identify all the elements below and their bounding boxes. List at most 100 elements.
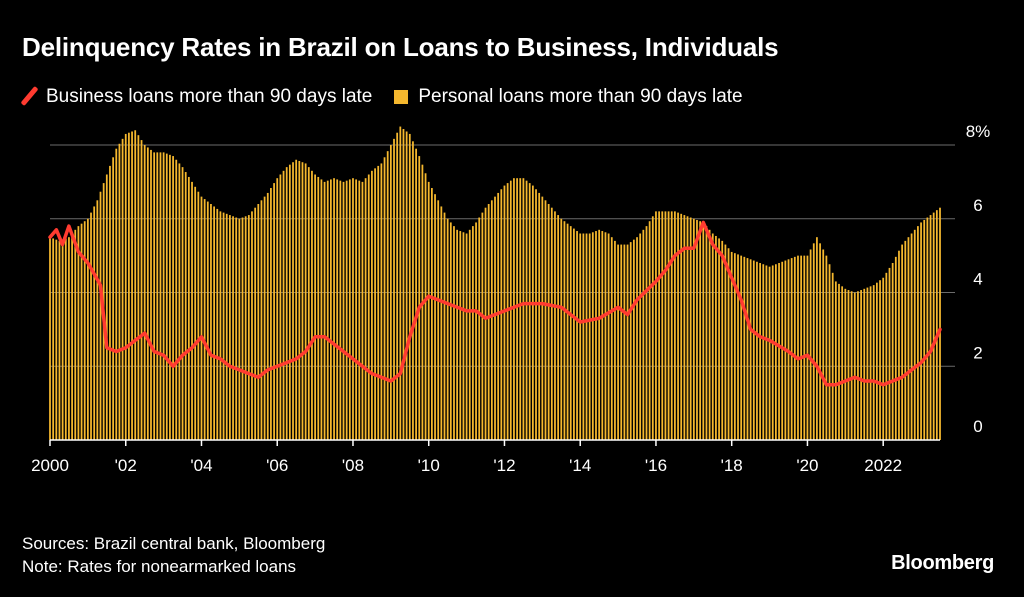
personal-loan-bar bbox=[169, 154, 171, 440]
personal-loan-bar bbox=[699, 221, 702, 440]
personal-loan-bar bbox=[667, 211, 670, 441]
personal-loan-bar bbox=[711, 233, 714, 440]
x-tick-label: '12 bbox=[493, 456, 515, 475]
personal-loan-bar bbox=[352, 178, 354, 440]
personal-loan-bar bbox=[380, 163, 383, 440]
personal-loan-bar bbox=[929, 215, 932, 440]
personal-loan-bar bbox=[162, 152, 165, 441]
personal-loan-bar bbox=[626, 244, 629, 440]
personal-loan-bar bbox=[519, 178, 522, 440]
personal-loan-bar bbox=[472, 226, 474, 440]
personal-loan-bar bbox=[923, 219, 926, 440]
personal-loan-bar bbox=[642, 229, 645, 440]
personal-loan-bar bbox=[601, 231, 604, 440]
personal-loan-bar bbox=[396, 132, 399, 440]
personal-loan-bar bbox=[759, 263, 761, 440]
personal-loan-bar bbox=[235, 217, 238, 440]
personal-loan-bar bbox=[295, 159, 298, 440]
personal-loan-bar bbox=[547, 204, 550, 440]
x-tick-label: '04 bbox=[190, 456, 212, 475]
personal-loan-bar bbox=[345, 180, 348, 440]
personal-loan-bar bbox=[96, 200, 99, 440]
personal-loan-bar bbox=[598, 229, 601, 440]
personal-loan-bar bbox=[869, 286, 872, 440]
personal-loan-bars bbox=[49, 126, 941, 441]
personal-loan-bar bbox=[917, 226, 919, 440]
personal-loan-bar bbox=[806, 255, 809, 441]
personal-loan-bar bbox=[143, 145, 146, 440]
personal-loan-bar bbox=[538, 192, 541, 440]
personal-loan-bar bbox=[595, 231, 597, 440]
personal-loan-bar bbox=[632, 239, 635, 440]
personal-loan-bar bbox=[680, 213, 683, 440]
personal-loan-bar bbox=[822, 249, 825, 440]
personal-loan-bar bbox=[516, 178, 518, 440]
legend: Business loans more than 90 days late Pe… bbox=[22, 86, 765, 108]
personal-loan-bar bbox=[528, 183, 531, 440]
personal-loan-bar bbox=[279, 174, 282, 440]
personal-loan-bar bbox=[210, 204, 212, 440]
personal-loan-bar bbox=[585, 233, 588, 440]
personal-loan-bar bbox=[926, 217, 929, 440]
personal-loan-bar bbox=[648, 221, 651, 440]
legend-label-personal: Personal loans more than 90 days late bbox=[418, 86, 743, 107]
chart-plot: 8% 6 4 2 0 2000 '02 '04 '06 '08 '10 '12 '14 '16 '18 '20… bbox=[31, 122, 990, 475]
x-tick-label: '02 bbox=[115, 456, 137, 475]
personal-loan-bar bbox=[434, 194, 436, 440]
personal-loan-bar bbox=[377, 165, 380, 440]
business-loan-line bbox=[48, 220, 942, 387]
personal-loan-bar bbox=[816, 237, 818, 440]
personal-loan-bar bbox=[610, 237, 613, 440]
personal-loan-bar bbox=[907, 237, 910, 440]
personal-loan-bar bbox=[298, 160, 301, 441]
chart-title: Delinquency Rates in Brazil on Loans to … bbox=[22, 32, 779, 62]
personal-loan-bar bbox=[674, 211, 676, 441]
personal-loan-bar bbox=[285, 167, 288, 441]
personal-loan-bar bbox=[658, 211, 660, 441]
personal-loan-bar bbox=[749, 259, 752, 440]
personal-loan-bar bbox=[576, 231, 578, 440]
personal-loan-bar bbox=[276, 178, 279, 440]
personal-loan-bar bbox=[311, 170, 313, 440]
personal-loan-bar bbox=[544, 200, 547, 440]
personal-loan-bar bbox=[55, 239, 58, 440]
personal-loan-bar bbox=[156, 152, 159, 441]
personal-loan-bar bbox=[402, 129, 405, 440]
personal-loan-bar bbox=[743, 256, 746, 440]
personal-loan-bar bbox=[364, 178, 367, 440]
personal-loan-bar bbox=[863, 288, 866, 440]
personal-loan-bar bbox=[588, 233, 591, 440]
footer-notes: Sources: Brazil central bank, Bloomberg … bbox=[22, 532, 325, 578]
personal-loan-bar bbox=[453, 226, 455, 440]
y-tick-label: 2 bbox=[973, 343, 982, 362]
legend-box-swatch bbox=[394, 90, 409, 104]
personal-loan-bar bbox=[446, 218, 449, 440]
personal-loan-bar bbox=[752, 260, 755, 440]
personal-loan-bar bbox=[260, 200, 263, 440]
personal-loan-bar bbox=[187, 176, 190, 440]
personal-loan-bar bbox=[216, 208, 219, 440]
personal-loan-bar bbox=[582, 233, 585, 440]
sources-text: Sources: Brazil central bank, Bloomberg bbox=[22, 534, 326, 553]
personal-loan-bar bbox=[128, 132, 130, 440]
personal-loan-bar bbox=[860, 290, 862, 440]
personal-loan-bar bbox=[866, 287, 869, 440]
x-tick-label: 2000 bbox=[31, 456, 69, 475]
personal-loan-bar bbox=[898, 250, 900, 440]
personal-loan-bar bbox=[292, 162, 294, 440]
personal-loan-bar bbox=[566, 223, 569, 440]
y-tick-label: 4 bbox=[973, 270, 982, 289]
personal-loan-bar bbox=[383, 157, 386, 440]
personal-loan-bar bbox=[232, 216, 234, 440]
personal-loan-bar bbox=[431, 188, 433, 440]
personal-loan-bar bbox=[251, 211, 253, 440]
personal-loan-bar bbox=[541, 196, 544, 441]
personal-loan-bar bbox=[263, 196, 266, 440]
personal-loan-bar bbox=[838, 283, 840, 440]
personal-loan-bar bbox=[888, 267, 891, 440]
personal-loan-bar bbox=[175, 159, 178, 440]
personal-loan-bar bbox=[412, 141, 414, 440]
personal-loan-bar bbox=[762, 264, 765, 440]
personal-loan-bar bbox=[219, 211, 222, 441]
personal-loan-bar bbox=[819, 243, 821, 440]
